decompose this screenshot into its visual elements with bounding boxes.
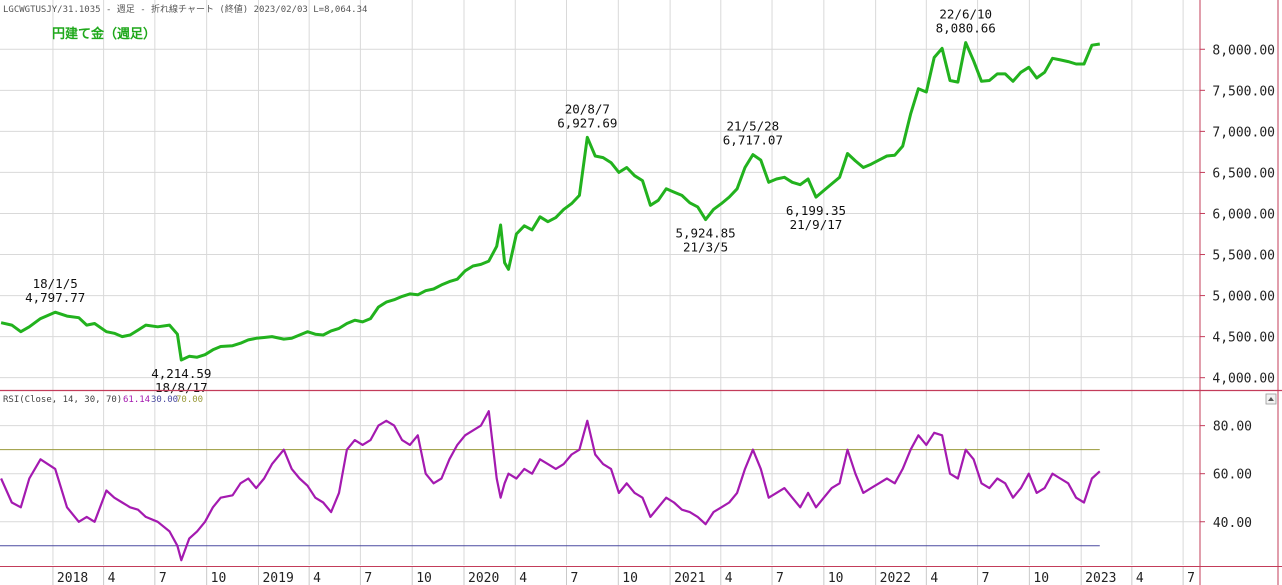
x-tick-label: 2020 (468, 571, 499, 585)
rsi-value-upper: 70.00 (176, 395, 203, 405)
x-tick-label: 7 (1187, 571, 1195, 585)
x-tick-label: 7 (982, 571, 990, 585)
annotation-line-2: 8,080.66 (936, 21, 996, 36)
annotation-21-5-28: 21/5/286,717.07 (723, 119, 783, 148)
grid-layer (0, 0, 1200, 565)
x-tick-label: 10 (1033, 571, 1049, 585)
annotation-line-1: 5,924.85 (675, 226, 735, 241)
x-tick-label: 2018 (57, 571, 88, 585)
scroll-arrow-icon[interactable] (1265, 393, 1277, 405)
price-y-tick-label: 5,500.00 (1212, 249, 1275, 264)
rsi-value-current: 61.14 (123, 395, 150, 405)
rsi-pane (0, 392, 1200, 565)
price-y-tick-label: 8,000.00 (1212, 43, 1275, 58)
x-tick-label: 10 (828, 571, 844, 585)
price-line (0, 41, 1101, 362)
x-tick-label: 7 (159, 571, 167, 585)
annotation-line-1: 21/5/28 (727, 119, 780, 134)
series-title: 円建て金（週足） (52, 26, 156, 42)
price-y-tick-label: 4,000.00 (1212, 372, 1275, 387)
annotation-line-1: 22/6/10 (939, 7, 992, 22)
rsi-reference-lines (0, 449, 1100, 547)
price-y-tick-label: 4,500.00 (1212, 331, 1275, 346)
x-tick-label: 2019 (262, 571, 293, 585)
price-y-tick-label: 6,500.00 (1212, 166, 1275, 181)
annotation-line-1: 4,214.59 (151, 366, 211, 381)
x-tick-label: 4 (1136, 571, 1144, 585)
series-layer (0, 41, 1101, 562)
annotation-18-1-5: 18/1/54,797.77 (25, 276, 85, 305)
x-tick-labels: 2018 4 7 10 2019 4 7 10 2020 4 7 10 2021 4 7 10 2022 4 7 10… (52, 567, 1195, 585)
annotation-line-2: 21/3/5 (683, 240, 728, 255)
x-tick-label: 2021 (674, 571, 705, 585)
rsi-line (0, 410, 1101, 562)
annotation-line-1: 20/8/7 (565, 101, 610, 116)
x-tick-label: 4 (725, 571, 733, 585)
x-tick-label: 4 (313, 571, 321, 585)
x-tick-label: 4 (930, 571, 938, 585)
annotation-line-2: 18/8/17 (155, 380, 208, 395)
x-tick-label: 4 (519, 571, 527, 585)
y-tick-labels: 4,000.00 4,500.00 5,000.00 5,500.00 6,000.00… (1200, 43, 1275, 531)
annotation-line-1: 6,199.35 (786, 203, 846, 218)
price-y-tick-label: 5,000.00 (1212, 290, 1275, 305)
chart-info-text: LGCWGTUSJY/31.1035 - 週足 - 折れ線チャート (終値) 2… (3, 3, 367, 15)
x-tick-label: 10 (416, 571, 432, 585)
price-y-tick-label: 7,000.00 (1212, 125, 1275, 140)
price-pane (0, 0, 1200, 390)
rsi-y-tick-label: 80.00 (1213, 420, 1252, 435)
x-tick-label: 10 (211, 571, 227, 585)
annotation-line-2: 4,797.77 (25, 290, 85, 305)
x-tick-label: 7 (364, 571, 372, 585)
x-tick-label: 4 (108, 571, 116, 585)
annotation-line-1: 18/1/5 (33, 276, 78, 291)
x-tick-label: 2023 (1085, 571, 1116, 585)
rsi-y-tick-label: 60.00 (1213, 468, 1252, 483)
rsi-value-lower: 30.00 (151, 395, 178, 405)
annotation-22-6-10: 22/6/108,080.66 (936, 7, 996, 36)
rsi-y-tick-label: 40.00 (1213, 516, 1252, 531)
annotation-20-8-7: 20/8/76,927.69 (557, 101, 617, 130)
price-y-tick-label: 7,500.00 (1212, 84, 1275, 99)
annotation-line-2: 6,927.69 (557, 115, 617, 130)
x-tick-label: 7 (570, 571, 578, 585)
x-tick-label: 2022 (880, 571, 911, 585)
x-tick-label: 7 (776, 571, 784, 585)
x-tick-label: 10 (622, 571, 638, 585)
annotation-line-2: 6,717.07 (723, 133, 783, 148)
rsi-label: RSI(Close, 14, 30, 70) (3, 395, 122, 405)
price-y-tick-label: 6,000.00 (1212, 207, 1275, 222)
annotation-line-2: 21/9/17 (790, 217, 843, 232)
